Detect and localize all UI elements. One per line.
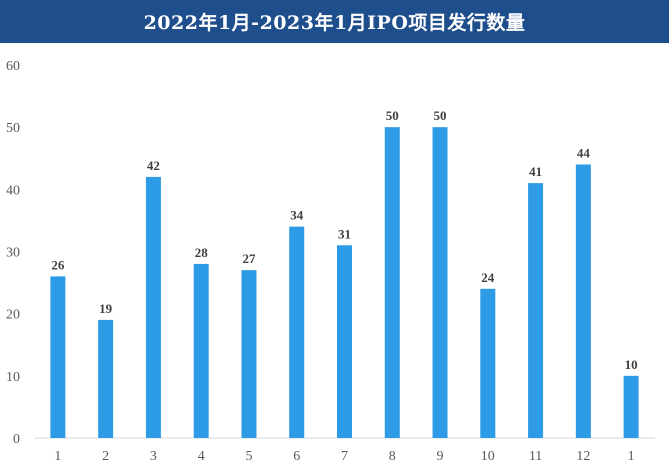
x-tick-label: 3 [150, 449, 157, 464]
chart-title: 2022年1月-2023年1月IPO项目发行数量 [0, 0, 669, 43]
bar [337, 245, 352, 438]
x-tick-label: 6 [293, 449, 300, 464]
data-label: 31 [338, 226, 351, 241]
data-label: 10 [625, 357, 638, 372]
y-tick-label: 30 [6, 246, 20, 261]
x-tick-label: 12 [576, 449, 590, 464]
bar [193, 263, 209, 438]
data-label: 34 [290, 208, 304, 223]
bar [145, 176, 161, 438]
bar [289, 226, 305, 438]
data-label: 41 [529, 164, 542, 179]
data-label: 50 [434, 108, 447, 123]
bar [480, 288, 496, 438]
data-label: 44 [577, 145, 591, 160]
x-tick-label: 9 [437, 449, 444, 464]
y-tick-label: 50 [6, 121, 20, 136]
y-tick-label: 40 [6, 183, 20, 198]
data-label: 27 [242, 251, 256, 266]
y-tick-label: 10 [6, 370, 20, 385]
y-tick-label: 60 [6, 59, 20, 74]
bar [432, 127, 448, 439]
y-tick-label: 0 [13, 432, 20, 447]
y-tick-label: 20 [6, 308, 20, 323]
x-tick-label: 7 [341, 449, 348, 464]
bar [575, 164, 591, 438]
data-label: 50 [386, 108, 399, 123]
x-tick-label: 5 [245, 449, 252, 464]
data-label: 26 [51, 257, 65, 272]
x-tick-label: 8 [389, 449, 396, 464]
x-tick-label: 1 [628, 449, 635, 464]
bar [384, 127, 400, 439]
data-label: 19 [99, 301, 113, 316]
bar [50, 276, 66, 438]
data-label: 42 [147, 158, 160, 173]
data-label: 24 [481, 270, 495, 285]
x-tick-label: 10 [481, 449, 495, 464]
data-label: 28 [195, 245, 209, 260]
bar [623, 375, 639, 438]
bar [98, 319, 114, 438]
x-tick-label: 2 [102, 449, 109, 464]
bar [241, 270, 257, 438]
x-tick-label: 11 [529, 449, 542, 464]
x-tick-label: 4 [198, 449, 205, 464]
x-tick-label: 1 [54, 449, 61, 464]
bar [528, 183, 544, 438]
